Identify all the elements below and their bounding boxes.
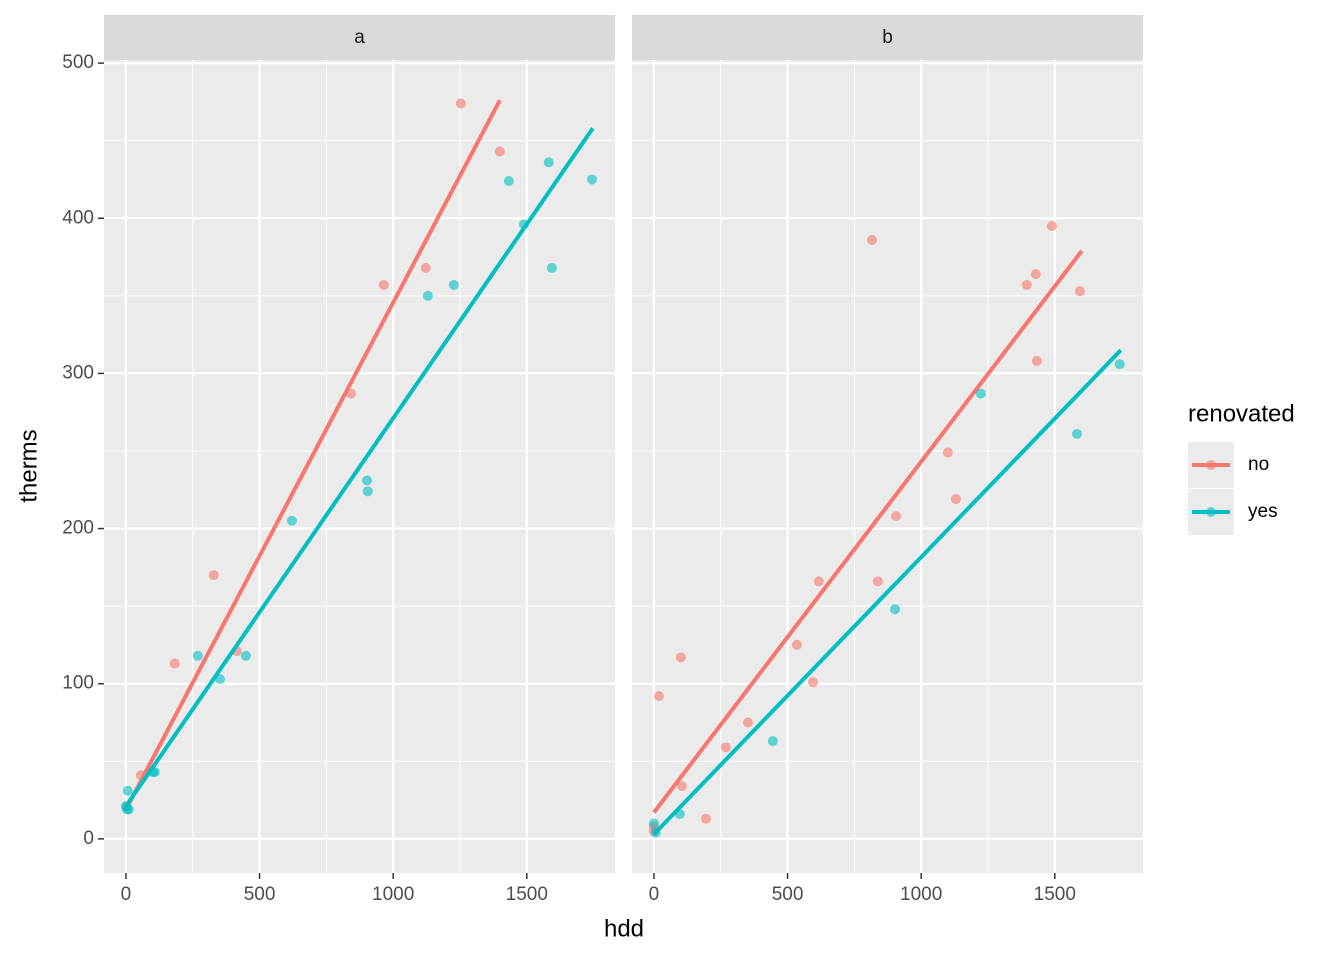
point [942, 447, 953, 458]
x-tick-label: 500 [772, 884, 804, 905]
fit-line [652, 348, 1123, 836]
point [866, 234, 877, 245]
strip-label: b [882, 27, 893, 48]
point [361, 475, 372, 486]
point [169, 658, 180, 669]
strip-label: a [354, 27, 365, 48]
fit-line [124, 127, 595, 808]
point [872, 576, 883, 587]
x-tick-label: 1000 [900, 884, 942, 905]
y-tick-label: 200 [62, 518, 94, 539]
legend-label: no [1248, 454, 1269, 475]
legend-point [1206, 507, 1216, 517]
point [543, 157, 554, 168]
point [122, 785, 133, 796]
point [807, 677, 818, 688]
point [1030, 269, 1041, 280]
point [286, 515, 297, 526]
y-tick-label: 100 [62, 673, 94, 694]
point [676, 781, 687, 792]
y-tick-label: 0 [83, 828, 94, 849]
point [791, 639, 802, 650]
x-tick-label: 1500 [1034, 884, 1076, 905]
x-tick-label: 1000 [372, 884, 414, 905]
point [455, 98, 466, 109]
point [1114, 359, 1125, 370]
point [208, 570, 219, 581]
point [1071, 428, 1082, 439]
point [240, 650, 251, 661]
y-tick-label: 500 [62, 52, 94, 73]
point [587, 174, 598, 185]
point [653, 691, 664, 702]
point [420, 262, 431, 273]
point [1021, 279, 1032, 290]
point [1031, 355, 1042, 366]
point [546, 262, 557, 273]
point [448, 279, 459, 290]
point [494, 146, 505, 157]
fit-line [652, 249, 1084, 814]
x-axis-title: hdd [604, 915, 644, 942]
x-tick-label: 1500 [506, 884, 548, 905]
point [1046, 221, 1057, 232]
point [767, 736, 778, 747]
y-tick-label: 400 [62, 207, 94, 228]
point [422, 290, 433, 301]
y-axis-title: therms [15, 429, 42, 502]
x-tick-label: 500 [244, 884, 276, 905]
point [701, 813, 712, 824]
x-tick-label: 0 [649, 884, 660, 905]
point [648, 818, 659, 829]
x-tick-label: 0 [121, 884, 132, 905]
point [742, 717, 753, 728]
point [975, 388, 986, 399]
point [675, 652, 686, 663]
strip [632, 15, 1143, 60]
legend-point [1206, 460, 1216, 470]
legend-label: yes [1248, 501, 1278, 522]
panel [632, 60, 1143, 873]
point [123, 804, 134, 815]
point [362, 486, 373, 497]
point [1074, 286, 1085, 297]
point [813, 576, 824, 587]
point [503, 176, 514, 187]
legend-title: renovated [1188, 400, 1295, 427]
strip [104, 15, 615, 60]
point [889, 604, 900, 615]
point [378, 279, 389, 290]
y-tick-label: 300 [62, 362, 94, 383]
fit-line [124, 99, 502, 811]
point [720, 742, 731, 753]
point [950, 494, 961, 505]
point [192, 650, 203, 661]
point [891, 511, 902, 522]
